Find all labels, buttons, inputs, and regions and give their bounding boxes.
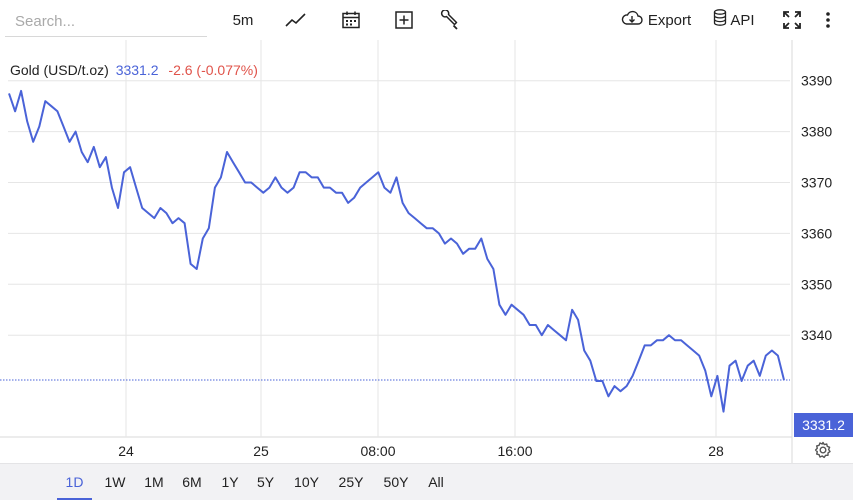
range-button-all[interactable]: All bbox=[428, 474, 444, 490]
api-button[interactable]: API bbox=[709, 7, 759, 33]
range-button-5y[interactable]: 5Y bbox=[256, 474, 275, 490]
y-tick-label: 3360 bbox=[801, 225, 832, 241]
chart-area[interactable]: 3340 3350 3360 3370 3380 3390 24 25 08:00 16:00 28… bbox=[0, 40, 853, 463]
range-button-25y[interactable]: 25Y bbox=[338, 474, 364, 490]
y-tick-label: 3340 bbox=[801, 327, 832, 343]
api-label: API bbox=[730, 11, 755, 29]
more-vertical-icon[interactable] bbox=[817, 7, 839, 33]
line-chart-icon[interactable] bbox=[282, 7, 310, 33]
range-button-1m[interactable]: 1M bbox=[144, 474, 164, 490]
range-button-1w[interactable]: 1W bbox=[104, 474, 126, 490]
y-tick-label: 3370 bbox=[801, 175, 832, 191]
cloud-download-icon bbox=[621, 10, 643, 31]
search-input[interactable] bbox=[5, 7, 207, 35]
price-chart[interactable]: 3340 3350 3360 3370 3380 3390 24 25 08:00 16:00 28 bbox=[0, 40, 853, 463]
last-price-tag: 3331.2 bbox=[794, 413, 853, 437]
gear-icon[interactable] bbox=[813, 440, 833, 460]
toolbar: 5m Export API bbox=[0, 0, 853, 40]
x-tick-label: 28 bbox=[708, 443, 724, 459]
x-tick-label: 24 bbox=[118, 443, 134, 459]
y-tick-label: 3380 bbox=[801, 124, 832, 140]
last-price: 3331.2 bbox=[115, 62, 159, 78]
interval-button[interactable]: 5m bbox=[232, 11, 254, 29]
database-icon bbox=[713, 9, 727, 31]
export-button[interactable]: Export bbox=[619, 7, 693, 33]
instrument-name: Gold (USD/t.oz) bbox=[10, 62, 109, 78]
wrench-icon[interactable] bbox=[436, 7, 464, 33]
calendar-icon[interactable] bbox=[337, 7, 365, 33]
range-button-1y[interactable]: 1Y bbox=[221, 474, 239, 490]
range-button-50y[interactable]: 50Y bbox=[383, 474, 409, 490]
chart-legend: Gold (USD/t.oz) 3331.2 -2.6 (-0.077%) bbox=[10, 62, 258, 78]
range-selector: 1D 1W 1M 6M 1Y 5Y 10Y 25Y 50Y All bbox=[0, 463, 853, 500]
y-tick-label: 3350 bbox=[801, 276, 832, 292]
range-button-10y[interactable]: 10Y bbox=[294, 474, 319, 490]
range-button-6m[interactable]: 6M bbox=[182, 474, 202, 490]
price-series-line bbox=[8, 89, 785, 413]
price-change: -2.6 (-0.077%) bbox=[168, 62, 258, 78]
add-indicator-icon[interactable] bbox=[390, 7, 418, 33]
search-box bbox=[5, 7, 207, 37]
export-label: Export bbox=[647, 11, 692, 29]
x-tick-label: 08:00 bbox=[360, 443, 395, 459]
x-tick-label: 16:00 bbox=[497, 443, 532, 459]
x-tick-label: 25 bbox=[253, 443, 269, 459]
range-button-1d[interactable]: 1D bbox=[57, 464, 92, 500]
fullscreen-icon[interactable] bbox=[779, 7, 805, 33]
y-tick-label: 3390 bbox=[801, 73, 832, 89]
